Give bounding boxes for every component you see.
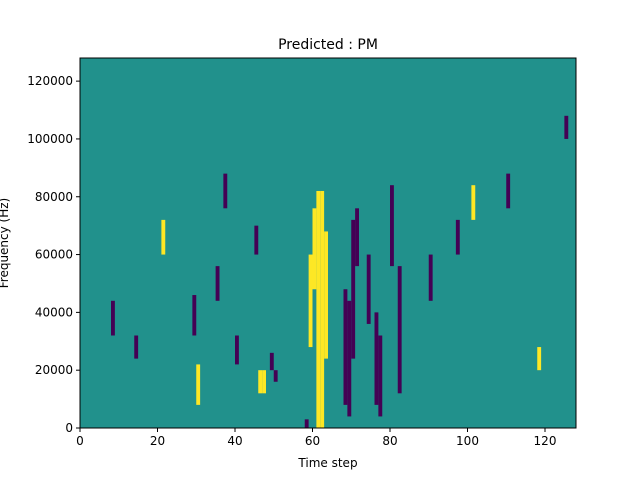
heatmap-cell: [269, 352, 274, 371]
x-tick-label: 40: [227, 434, 242, 448]
heatmap-cell: [378, 335, 383, 417]
x-tick-label: 20: [150, 434, 165, 448]
x-axis-label: Time step: [297, 456, 357, 470]
y-tick-label: 100000: [27, 132, 73, 146]
heatmap-cell: [506, 173, 511, 209]
heatmap-cell: [316, 190, 321, 428]
heatmap-cell: [390, 185, 394, 267]
heatmap-cell: [262, 370, 266, 394]
heatmap-cell: [324, 231, 328, 359]
heatmap-cell: [351, 219, 356, 359]
heatmap-cell: [235, 335, 239, 365]
y-tick-label: 40000: [35, 305, 73, 319]
heatmap-cell: [347, 300, 352, 417]
heatmap-cell: [428, 254, 433, 301]
heatmap-cells: [111, 115, 569, 428]
x-tick-label: 120: [534, 434, 557, 448]
x-tick-label: 60: [305, 434, 320, 448]
y-tick-label: 20000: [35, 363, 73, 377]
heatmap-cell: [537, 347, 542, 371]
heatmap-cell: [455, 219, 460, 255]
heatmap-cell: [304, 419, 309, 428]
heatmap-cell: [471, 185, 476, 220]
heatmap-cell: [161, 219, 166, 255]
heatmap-cell: [312, 208, 317, 290]
heatmap-cell: [366, 254, 371, 324]
plot-frame: [79, 57, 577, 429]
heatmap-cell: [397, 266, 402, 394]
y-tick-label: 80000: [35, 190, 73, 204]
heatmap-cell: [254, 225, 259, 255]
heatmap-cell: [273, 370, 278, 382]
heatmap-cell: [223, 173, 228, 209]
heatmap-cell: [374, 312, 379, 405]
heatmap-cell: [564, 115, 569, 139]
heatmap-cell: [355, 208, 359, 267]
heatmap-cell: [343, 289, 348, 405]
y-tick-label: 60000: [35, 248, 73, 262]
x-tick-label: 80: [382, 434, 397, 448]
heatmap-cell: [196, 364, 201, 405]
heatmap-cell: [258, 370, 263, 394]
heatmap-cell: [111, 300, 115, 336]
y-tick-label: 0: [65, 421, 73, 435]
x-tick-label: 100: [456, 434, 479, 448]
x-axis-ticks: 0 20 40 60 80 100 120: [76, 428, 556, 448]
y-tick-label: 120000: [27, 74, 73, 88]
heatmap-cell: [134, 335, 139, 359]
x-tick-label: 0: [76, 434, 84, 448]
y-axis-label: Frequency (Hz): [0, 198, 11, 289]
heatmap-cell: [320, 190, 325, 428]
heatmap-cell: [192, 295, 197, 336]
heatmap-cell: [308, 254, 313, 348]
heatmap-cell: [215, 266, 220, 301]
y-axis-ticks: 0 20000 40000 60000 80000 100000 120000: [27, 74, 80, 435]
chart-title: Predicted : PM: [278, 37, 378, 53]
